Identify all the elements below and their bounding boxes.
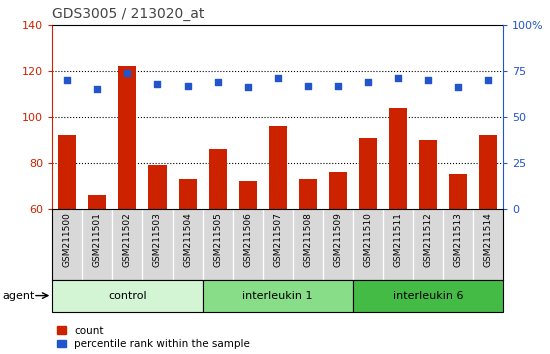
Text: GSM211505: GSM211505 (213, 212, 222, 267)
Point (333, 83, 342, 88)
Text: interleukin 1: interleukin 1 (243, 291, 313, 301)
Bar (359, 137, 377, 209)
Bar (239, 181, 257, 209)
Point (273, 75, 282, 81)
Legend: count, percentile rank within the sample: count, percentile rank within the sample (57, 326, 250, 349)
Text: GSM211511: GSM211511 (393, 212, 403, 267)
Bar (208, 149, 227, 209)
Point (93, 86, 102, 92)
Text: GSM211514: GSM211514 (483, 212, 493, 267)
Text: GSM211506: GSM211506 (243, 212, 252, 267)
Text: interleukin 6: interleukin 6 (393, 291, 463, 301)
Bar (299, 179, 317, 209)
Text: GSM211509: GSM211509 (333, 212, 343, 267)
Text: GSM211504: GSM211504 (183, 212, 192, 267)
Bar (89, 195, 106, 209)
Text: GSM211501: GSM211501 (93, 212, 102, 267)
Point (63, 77, 72, 83)
Point (183, 83, 192, 88)
Point (484, 77, 493, 83)
Text: GDS3005 / 213020_at: GDS3005 / 213020_at (52, 7, 205, 21)
Bar (419, 140, 437, 209)
Point (304, 83, 312, 88)
Bar (329, 172, 347, 209)
Bar (449, 174, 467, 209)
Point (243, 85, 252, 90)
Bar (202, 280, 353, 312)
Bar (148, 165, 167, 209)
Text: GSM211500: GSM211500 (63, 212, 72, 267)
Text: agent: agent (3, 291, 35, 301)
Text: GSM211507: GSM211507 (273, 212, 282, 267)
Text: GSM211502: GSM211502 (123, 212, 132, 267)
Text: GSM211503: GSM211503 (153, 212, 162, 267)
Point (394, 75, 403, 81)
Bar (389, 108, 407, 209)
Bar (52, 280, 202, 312)
Text: GSM211513: GSM211513 (454, 212, 463, 267)
Bar (269, 126, 287, 209)
Bar (353, 280, 503, 312)
Bar (179, 179, 196, 209)
Text: GSM211510: GSM211510 (364, 212, 372, 267)
Text: control: control (108, 291, 147, 301)
Bar (118, 66, 136, 209)
Point (454, 85, 463, 90)
Point (424, 77, 432, 83)
Point (123, 70, 132, 75)
Text: GSM211508: GSM211508 (303, 212, 312, 267)
Point (364, 79, 372, 85)
Point (153, 81, 162, 86)
Text: GSM211512: GSM211512 (424, 212, 433, 267)
Point (213, 79, 222, 85)
Bar (479, 135, 497, 209)
Bar (58, 135, 76, 209)
